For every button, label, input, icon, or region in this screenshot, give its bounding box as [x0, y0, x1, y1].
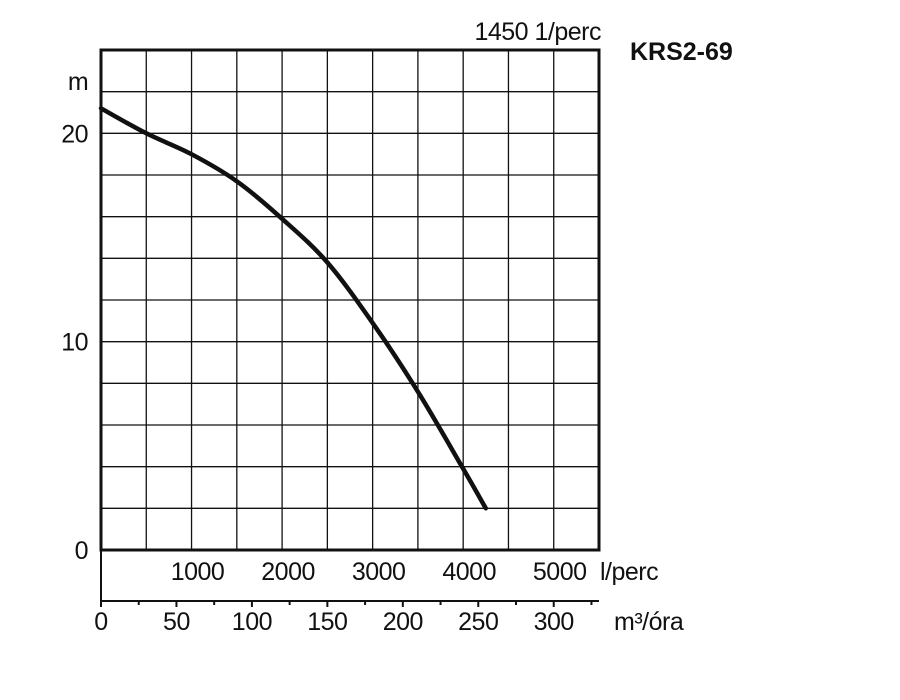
- y-tick-labels: 0 10 20: [61, 120, 88, 565]
- m3h-tick-label: 200: [383, 608, 423, 636]
- speed-label: 1450 1/perc: [474, 18, 601, 46]
- m3h-tick-label: 100: [232, 608, 272, 636]
- lps-tick-labels: 1000 2000 3000 4000 5000: [171, 558, 587, 586]
- m3h-tick-label: 0: [94, 608, 107, 636]
- lps-tick-label: 3000: [352, 558, 406, 586]
- plot-frame: [99, 48, 601, 552]
- grid: [101, 50, 599, 550]
- y-axis-unit-label: m: [68, 68, 88, 96]
- m3h-unit-label: m³/óra: [614, 608, 684, 636]
- m3h-tick-label: 250: [458, 608, 498, 636]
- lps-tick-label: 2000: [261, 558, 315, 586]
- m3h-tick-label: 50: [163, 608, 190, 636]
- y-tick-label: 20: [61, 120, 88, 148]
- y-tick-label: 10: [61, 329, 88, 357]
- m3h-tick-labels: 0 50 100 150 200 250 300: [94, 608, 574, 636]
- lps-tick-label: 4000: [442, 558, 496, 586]
- lps-tick-label: 1000: [171, 558, 225, 586]
- lps-unit-label: l/perc: [600, 558, 658, 586]
- performance-curve: [98, 106, 489, 511]
- m3h-tick-label: 300: [534, 608, 574, 636]
- m3h-axis-ticks: [100, 601, 593, 607]
- model-title: KRS2-69: [630, 38, 733, 66]
- lps-tick-label: 5000: [533, 558, 587, 586]
- m3h-tick-label: 150: [307, 608, 347, 636]
- y-tick-label: 0: [75, 537, 88, 565]
